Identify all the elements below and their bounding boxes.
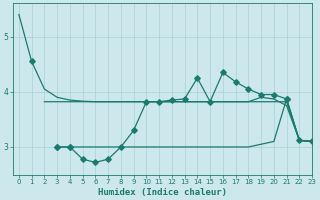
X-axis label: Humidex (Indice chaleur): Humidex (Indice chaleur) xyxy=(98,188,227,197)
